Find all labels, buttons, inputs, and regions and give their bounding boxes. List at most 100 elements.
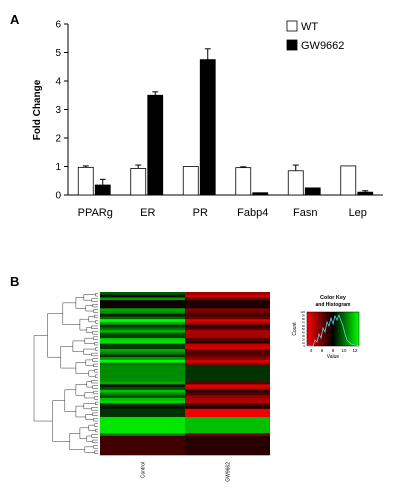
color-key-y-tick: 70 [302,320,306,324]
heatmap-cell [185,338,270,342]
heatmap-cell [185,376,270,380]
color-key-y-tick: 80 [302,317,306,321]
heatmap-cell [185,313,270,317]
color-key-subtitle: and Histogram [315,302,351,308]
x-tick-label: ER [140,207,155,219]
heatmap-cell [185,422,270,426]
y-tick-label: 0 [55,191,61,202]
color-key-x-tick: 10 [341,348,347,353]
heatmap-cell [185,368,270,372]
y-tick-label: 4 [55,77,61,88]
color-key-y-tick: 120 [300,310,305,314]
heatmap-cell [185,430,270,434]
heatmap-cell [185,400,270,404]
heatmap-cell [100,403,185,407]
heatmap-cell [185,340,270,344]
heatmap-cell [185,433,270,437]
heatmap-cell [185,359,270,363]
legend-label: GW9662 [301,40,344,52]
heatmap-cell [100,438,185,442]
heatmap-cell [100,411,185,415]
y-axis-label: Fold Change [32,79,43,140]
heatmap-cell [100,387,185,391]
heatmap-cell [100,308,185,312]
heatmap-cell [185,362,270,366]
heatmap-cell [185,321,270,325]
bar-wt [182,166,199,196]
heatmap-cell [100,300,185,304]
bar-gw9662 [252,192,269,196]
heatmap-cell [100,406,185,410]
heatmap-cell [185,449,270,453]
heatmap-cell [185,308,270,312]
y-tick-label: 2 [55,134,61,145]
heatmap-cell [100,430,185,434]
legend-swatch [286,39,298,51]
heatmap-cell [100,400,185,404]
heatmap-cell [185,305,270,309]
heatmap-cell [100,378,185,382]
heatmap-cell [185,354,270,358]
heatmap-cell [100,316,185,320]
heatmap-cell [185,349,270,353]
heatmap-cell [100,392,185,396]
heatmap-cell [185,397,270,401]
heatmap-cell [100,446,185,450]
heatmap-cell [185,332,270,336]
color-key-y-tick: 10 [302,341,306,345]
heatmap-cell [100,395,185,399]
x-tick-label: PPARg [78,207,113,219]
heatmap-cell [185,324,270,328]
color-key-y-tick: 20 [302,337,306,341]
heatmap-cell [185,446,270,450]
heatmap-cell [100,452,185,456]
heatmap-cell [100,365,185,369]
heatmap-cell [100,427,185,431]
heatmap-cell [185,327,270,331]
heatmap-cell [100,321,185,325]
legend-label: WT [301,21,318,33]
heatmap-cell [185,373,270,377]
heatmap-cell [100,343,185,347]
heatmap-cell [185,438,270,442]
color-key-y-tick: 30 [302,334,306,338]
heatmap-cell [100,441,185,445]
heatmap-cell [100,381,185,385]
heatmap-cell [100,444,185,448]
heatmap-cell [100,408,185,412]
heatmap-cell [185,389,270,393]
heatmap-cell [100,422,185,426]
heatmap-cell [185,392,270,396]
y-tick-label: 6 [55,20,61,31]
heatmap-cell [185,441,270,445]
heatmap-cell [185,427,270,431]
heatmap-cell [100,302,185,306]
heatmap-cell [100,384,185,388]
heatmap-cell [185,302,270,306]
heatmap-cell [100,416,185,420]
heatmap-cell [185,357,270,361]
heatmap-cell [100,359,185,363]
x-tick-label: Lep [349,207,367,219]
y-tick-label: 3 [55,105,61,116]
heatmap-cell [185,411,270,415]
heatmap-cell [185,387,270,391]
heatmap-cell [185,300,270,304]
heatmap-cell [100,354,185,358]
heatmap-cell [185,346,270,350]
heatmap-cell [185,365,270,369]
heatmap-cell [185,351,270,355]
color-key-y-tick: 40 [302,331,306,335]
heatmap-cell [185,406,270,410]
heatmap-cell [100,338,185,342]
color-key-x-tick: 8 [332,348,335,353]
heatmap-cell [100,389,185,393]
x-tick-label: PR [193,207,208,219]
color-key-title: Color Key [320,295,347,301]
heatmap-cell [100,297,185,301]
heatmap-cell [100,311,185,315]
heatmap-cell [100,305,185,309]
heatmap-cell [100,319,185,323]
bar-gw9662 [304,187,321,196]
heatmap-cell [185,381,270,385]
